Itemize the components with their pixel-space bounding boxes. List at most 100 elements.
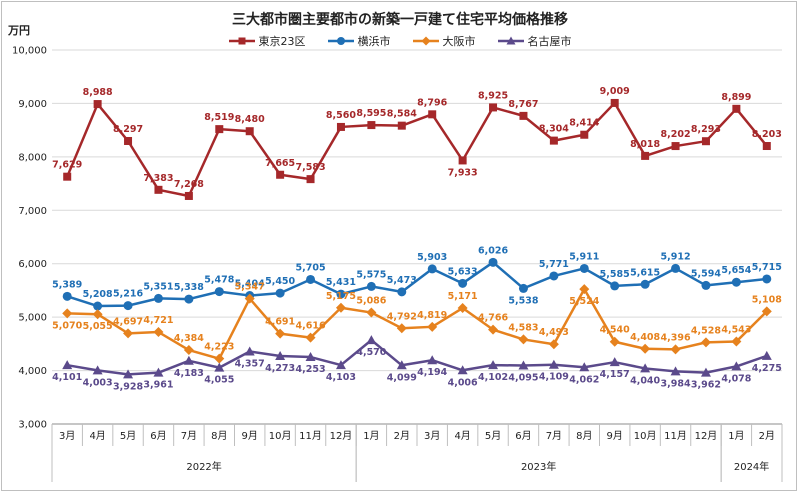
square-marker [184, 191, 193, 200]
square-marker [93, 100, 102, 109]
x-tick-label: 4月 [89, 430, 105, 442]
triangle-marker [518, 360, 529, 370]
series-line [66, 261, 767, 308]
diamond-marker [153, 327, 164, 338]
circle-marker [488, 257, 498, 267]
data-label: 5,389 [52, 279, 82, 290]
triangle-marker [761, 350, 772, 360]
diamond-marker [640, 343, 651, 354]
square-marker [641, 151, 650, 160]
data-label: 3,962 [691, 380, 721, 391]
diamond-marker [305, 332, 316, 343]
data-label: 5,615 [630, 267, 660, 278]
circle-marker [762, 274, 772, 284]
square-marker [671, 142, 680, 151]
circle-marker [640, 279, 650, 289]
circle-marker [579, 263, 589, 273]
circle-marker [214, 287, 224, 297]
data-label: 8,595 [356, 108, 386, 119]
legend-label: 名古屋市 [527, 35, 572, 48]
data-label: 4,792 [387, 311, 417, 322]
data-label: 5,911 [569, 251, 599, 262]
circle-marker [123, 301, 133, 311]
data-label: 7,583 [296, 162, 326, 173]
triangle-marker [123, 369, 134, 379]
circle-marker [671, 263, 681, 273]
triangle-marker [548, 359, 559, 369]
circle-marker [610, 281, 620, 291]
x-tick-label: 7月 [181, 430, 197, 442]
data-label: 5,633 [448, 266, 478, 277]
data-label: 4,006 [448, 377, 478, 388]
data-label: 7,383 [143, 173, 173, 184]
legend-swatch-icon [327, 37, 354, 45]
data-label: 5,338 [174, 282, 204, 293]
data-label: 4,819 [417, 310, 447, 321]
square-marker [580, 130, 589, 139]
triangle-marker [366, 335, 377, 345]
square-marker [154, 185, 163, 194]
square-marker [762, 142, 771, 151]
data-label: 5,208 [83, 289, 113, 300]
triangle-marker [609, 357, 620, 367]
data-label: 4,493 [539, 327, 569, 338]
x-tick-label: 1月 [363, 430, 379, 442]
data-label: 8,560 [326, 110, 356, 121]
data-label: 5,912 [661, 251, 691, 262]
x-tick-label: 7月 [546, 430, 562, 442]
data-label: 5,175 [326, 291, 356, 302]
square-marker [245, 127, 254, 136]
data-label: 4,101 [52, 372, 82, 383]
triangle-marker [335, 360, 346, 370]
data-label: 4,357 [235, 358, 265, 369]
data-label: 4,583 [508, 322, 538, 333]
data-label: 4,223 [204, 342, 234, 353]
data-label: 5,108 [752, 294, 782, 305]
x-tick-label: 3月 [59, 430, 75, 442]
circle-marker [184, 294, 194, 304]
data-label: 7,665 [265, 158, 295, 169]
legend-label: 大阪市 [442, 35, 476, 48]
diamond-marker [366, 307, 377, 318]
data-label: 5,705 [296, 262, 326, 273]
data-label: 8,767 [508, 99, 538, 110]
triangle-marker [244, 346, 255, 356]
square-marker [610, 98, 619, 107]
data-label: 4,697 [113, 316, 143, 327]
square-marker [489, 103, 498, 112]
circle-marker [731, 277, 741, 287]
data-label: 5,654 [721, 265, 751, 276]
square-marker [397, 121, 406, 130]
y-tick-label: 6,000 [18, 259, 47, 270]
circle-marker [701, 280, 711, 290]
x-tick-label: 10月 [269, 430, 292, 442]
data-label: 4,384 [174, 333, 204, 344]
legend-swatch-icon [412, 36, 439, 46]
legend-label: 横浜市 [357, 35, 391, 48]
data-label: 8,925 [478, 90, 508, 101]
data-label: 5,450 [265, 276, 295, 287]
data-label: 8,018 [630, 139, 660, 150]
x-tick-label: 12月 [330, 430, 353, 442]
square-marker [428, 110, 437, 119]
data-label: 4,099 [387, 372, 417, 383]
legend-swatch-icon [228, 37, 255, 45]
x-tick-label: 2月 [759, 430, 775, 442]
y-axis-unit-label: 万円 [8, 24, 30, 37]
data-label: 8,202 [661, 129, 691, 140]
data-label: 4,109 [539, 372, 569, 383]
data-label: 4,273 [265, 363, 295, 374]
triangle-marker [670, 366, 681, 376]
square-marker [367, 121, 376, 130]
circle-marker [549, 271, 559, 281]
data-label: 4,078 [721, 373, 751, 384]
data-label: 8,519 [204, 112, 234, 123]
data-label: 5,594 [691, 268, 721, 279]
square-marker [701, 137, 710, 146]
y-tick-label: 9,000 [18, 99, 47, 110]
data-label: 8,293 [691, 124, 721, 135]
triangle-marker [153, 367, 164, 377]
data-label: 8,899 [721, 92, 751, 103]
diamond-marker [427, 321, 438, 332]
data-label: 4,003 [83, 377, 113, 388]
